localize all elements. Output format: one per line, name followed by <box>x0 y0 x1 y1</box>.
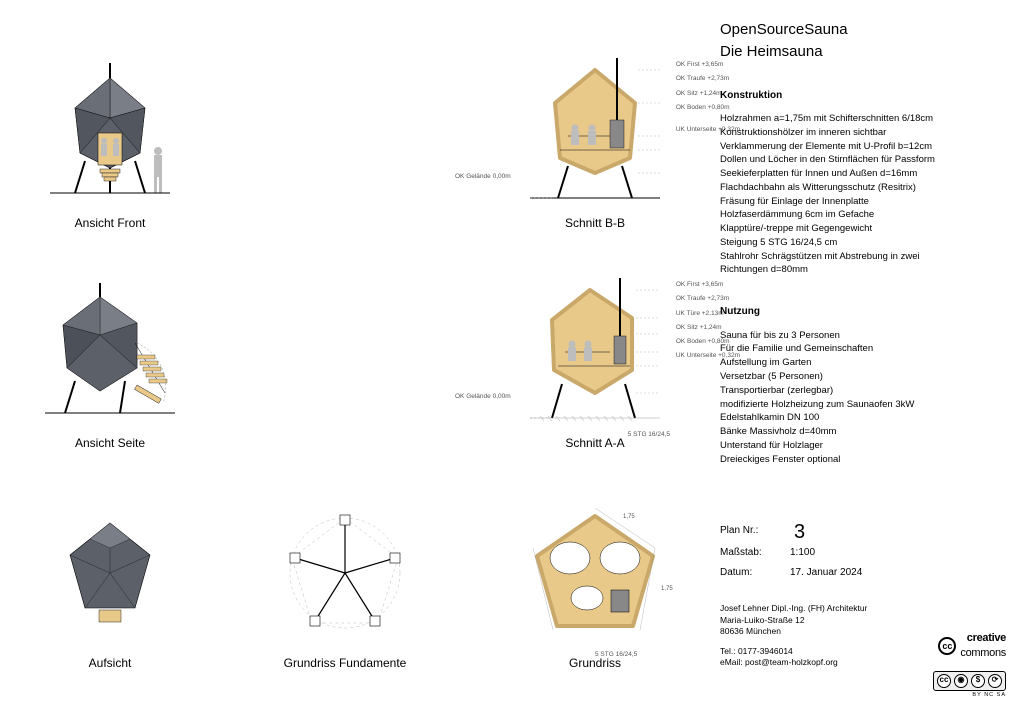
drawings-area: Ansicht Front <box>0 0 720 719</box>
cell-section-aa: OK First +3,65m OK Traufe +2,73m UK Türe… <box>480 250 710 450</box>
construction-line: Steigung 5 STG 16/24,5 cm <box>720 236 1006 250</box>
construction-line: Flachdachbahn als Witterungsschutz (Resi… <box>720 181 1006 195</box>
section-usage-body: Sauna für bis zu 3 PersonenFür die Famil… <box>720 329 1006 467</box>
cc-block: cc creative commons cc ◉ $ ⟳ BY NC SA <box>933 631 1006 699</box>
construction-line: Richtungen d=80mm <box>720 263 1006 277</box>
construction-line: Dollen und Löcher in den Stirnflächen fü… <box>720 153 1006 167</box>
construction-line: Holzfaserdämmung 6cm im Gefache <box>720 208 1006 222</box>
construction-line: Klapptüre/-treppe mit Gegengewicht <box>720 222 1006 236</box>
cc-brand: creative commons <box>960 631 1006 661</box>
cell-top: Aufsicht <box>10 470 210 670</box>
usage-line: Bänke Massivholz d=40mm <box>720 425 1006 439</box>
cc-badge-sa: ⟳ <box>988 674 1002 688</box>
cell-foundation: Grundriss Fundamente <box>230 470 460 670</box>
meta-scale: Maßstab: 1:100 <box>720 546 1006 560</box>
project-title: OpenSourceSauna <box>720 20 1006 40</box>
author-name: Josef Lehner Dipl.-Ing. (FH) Architektur <box>720 603 1006 614</box>
text-panel: OpenSourceSauna Die Heimsauna Konstrukti… <box>720 0 1024 719</box>
fig-front <box>35 58 185 208</box>
meta-date-value: 17. Januar 2024 <box>790 566 862 580</box>
construction-line: Stahlrohr Schrägstützen mit Abstrebung i… <box>720 250 1006 264</box>
cell-section-bb: OK First +3,65m OK Traufe +2,73m OK Sitz… <box>480 30 710 230</box>
usage-line: Unterstand für Holzlager <box>720 439 1006 453</box>
cell-side: Ansicht Seite <box>10 250 210 450</box>
fig-top <box>35 498 185 648</box>
usage-line: Versetzbar (5 Personen) <box>720 370 1006 384</box>
usage-line: modifizierte Holzheizung zum Saunaofen 3… <box>720 398 1006 412</box>
fig-section-bb: OK First +3,65m OK Traufe +2,73m OK Sitz… <box>510 58 680 208</box>
meta-plan-nr: Plan Nr.: 3 <box>720 524 1006 540</box>
cc-brand1: creative <box>967 632 1006 644</box>
cell-front: Ansicht Front <box>10 30 210 230</box>
fig-section-aa: OK First +3,65m OK Traufe +2,73m UK Türe… <box>510 278 680 428</box>
usage-line: Aufstellung im Garten <box>720 356 1006 370</box>
section-usage-heading: Nutzung <box>720 305 1006 319</box>
dim-gelaende-bb: OK Gelände 0,00m <box>455 173 511 180</box>
cc-badge-cc: cc <box>937 674 951 688</box>
cc-badge-by: ◉ <box>954 674 968 688</box>
dim-stg-aa: 5 STG 16/24,5 <box>628 431 670 438</box>
fig-plan: 1,75 1,75 5 STG 16/24,5 <box>520 498 670 648</box>
usage-line: Dreieckiges Fenster optional <box>720 453 1006 467</box>
usage-line: Sauna für bis zu 3 Personen <box>720 329 1006 343</box>
caption-aa: Schnitt A-A <box>565 436 624 450</box>
meta-scale-label: Maßstab: <box>720 546 790 560</box>
section-construction-heading: Konstruktion <box>720 89 1006 103</box>
dim-gelaende-aa: OK Gelände 0,00m <box>455 393 511 400</box>
dim-stg-plan: 5 STG 16/24,5 <box>595 651 637 658</box>
construction-line: Verklammerung der Elemente mit U-Profil … <box>720 140 1006 154</box>
caption-bb: Schnitt B-B <box>565 216 625 230</box>
svg-text:1,75: 1,75 <box>623 514 635 520</box>
construction-line: Seekieferplatten für Innen und Außen d=1… <box>720 167 1006 181</box>
caption-top: Aufsicht <box>89 656 132 670</box>
meta-date-label: Datum: <box>720 566 790 580</box>
svg-text:1,75: 1,75 <box>661 586 673 592</box>
project-subtitle: Die Heimsauna <box>720 42 1006 62</box>
construction-line: Konstruktionshölzer im inneren sichtbar <box>720 126 1006 140</box>
fig-foundation <box>270 498 420 648</box>
cc-logo-icon: cc <box>938 637 956 655</box>
caption-side: Ansicht Seite <box>75 436 145 450</box>
cell-plan: 1,75 1,75 5 STG 16/24,5 Grundriss <box>480 470 710 670</box>
caption-plan: Grundriss <box>569 656 621 670</box>
construction-line: Holzrahmen a=1,75m mit Schifterschnitten… <box>720 112 1006 126</box>
meta-plan-label: Plan Nr.: <box>720 524 790 540</box>
cc-badge-nc: $ <box>971 674 985 688</box>
cell-empty-2 <box>230 250 460 450</box>
usage-line: Transportierbar (zerlegbar) <box>720 384 1006 398</box>
cc-badge: cc ◉ $ ⟳ <box>933 671 1006 691</box>
cell-empty-1 <box>230 30 460 230</box>
meta-date: Datum: 17. Januar 2024 <box>720 566 1006 580</box>
fig-side <box>35 278 185 428</box>
caption-front: Ansicht Front <box>75 216 146 230</box>
meta-plan-value: 3 <box>794 524 805 540</box>
author-street: Maria-Luiko-Straße 12 <box>720 615 1006 626</box>
usage-line: Edelstahlkamin DN 100 <box>720 411 1006 425</box>
usage-line: Für die Familie und Gemeinschaften <box>720 342 1006 356</box>
caption-foundation: Grundriss Fundamente <box>284 656 407 670</box>
cc-sub: BY NC SA <box>933 692 1006 699</box>
cc-brand2: commons <box>960 647 1006 659</box>
section-construction-body: Holzrahmen a=1,75m mit Schifterschnitten… <box>720 112 1006 277</box>
construction-line: Fräsung für Einlage der Innenplatte <box>720 195 1006 209</box>
meta-scale-value: 1:100 <box>790 546 815 560</box>
